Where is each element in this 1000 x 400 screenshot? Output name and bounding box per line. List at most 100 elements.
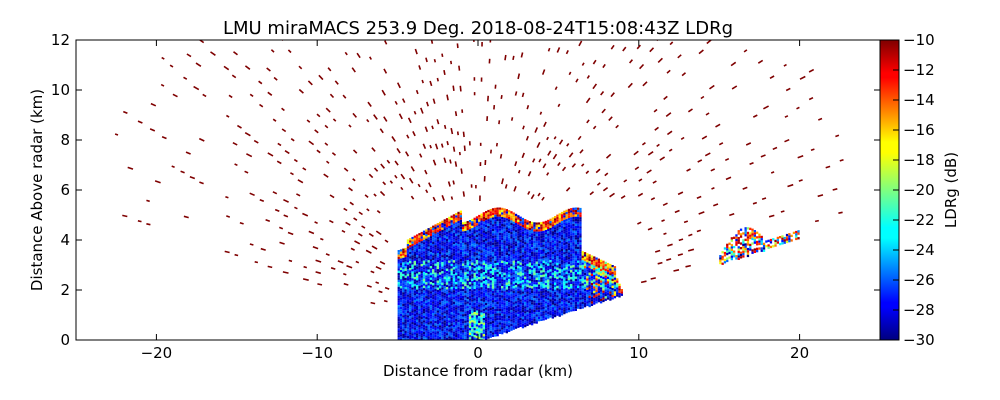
echo-pixel	[524, 272, 527, 275]
echo-pixel	[441, 266, 444, 269]
echo-pixel	[406, 299, 410, 302]
echo-pixel	[432, 315, 435, 318]
clutter-mark	[146, 223, 151, 226]
echo-pixel	[577, 292, 580, 295]
echo-pixel	[554, 314, 557, 318]
echo-pixel	[547, 226, 550, 229]
echo-pixel	[570, 270, 573, 273]
echo-pixel	[533, 266, 536, 269]
echo-pixel	[526, 229, 529, 232]
echo-pixel	[455, 325, 458, 329]
clutter-mark	[557, 162, 561, 167]
echo-pixel	[487, 311, 490, 314]
echo-pixel	[485, 330, 488, 333]
echo-pixel	[478, 316, 481, 319]
echo-pixel	[425, 277, 428, 280]
clutter-mark	[647, 227, 653, 231]
echo-pixel	[443, 249, 446, 252]
echo-pixel	[420, 231, 423, 235]
echo-pixel	[397, 321, 400, 324]
echo-pixel	[597, 267, 600, 271]
echo-pixel	[558, 289, 561, 292]
echo-pixel	[464, 258, 467, 261]
echo-pixel	[505, 296, 508, 299]
echo-pixel	[496, 306, 499, 309]
echo-pixel	[510, 296, 513, 299]
echo-pixel	[519, 253, 522, 256]
echo-pixel	[402, 294, 405, 297]
echo-pixel	[567, 296, 571, 299]
echo-pixel	[508, 267, 511, 270]
echo-pixel	[560, 225, 564, 228]
clutter-mark	[657, 57, 663, 63]
echo-pixel	[432, 326, 435, 330]
echo-pixel	[521, 245, 525, 248]
echo-pixel	[554, 310, 557, 313]
echo-pixel	[491, 307, 495, 310]
echo-pixel	[485, 250, 488, 253]
echo-pixel	[411, 296, 414, 299]
echo-pixel	[450, 268, 453, 271]
echo-pixel	[413, 254, 416, 257]
echo-pixel	[494, 235, 497, 238]
echo-pixel	[441, 289, 444, 292]
echo-pixel	[487, 324, 490, 328]
echo-pixel	[503, 238, 506, 241]
echo-pixel	[399, 325, 403, 328]
echo-pixel	[422, 274, 426, 277]
echo-pixel	[471, 230, 474, 233]
echo-pixel	[735, 238, 738, 242]
echo-pixel	[574, 290, 577, 293]
echo-pixel	[531, 256, 534, 259]
echo-pixel	[427, 324, 430, 327]
echo-pixel	[517, 304, 520, 308]
echo-pixel	[512, 295, 515, 298]
echo-pixel	[482, 232, 485, 236]
echo-pixel	[602, 288, 605, 291]
echo-pixel	[471, 329, 474, 332]
echo-pixel	[574, 214, 577, 217]
echo-pixel	[429, 321, 433, 324]
echo-pixel	[478, 300, 481, 303]
echo-pixel	[482, 290, 485, 293]
echo-pixel	[399, 329, 403, 333]
echo-pixel	[531, 290, 534, 294]
echo-pixel	[399, 258, 403, 261]
echo-pixel	[544, 239, 548, 242]
echo-pixel	[443, 251, 446, 254]
echo-pixel	[554, 220, 557, 223]
echo-pixel	[455, 243, 458, 246]
x-tick-label: 10	[629, 344, 648, 362]
echo-pixel	[448, 230, 451, 233]
echo-pixel	[577, 278, 580, 282]
echo-pixel	[563, 215, 566, 218]
echo-pixel	[427, 315, 430, 318]
echo-pixel	[514, 287, 518, 290]
echo-pixel	[443, 290, 446, 293]
echo-pixel	[551, 281, 554, 285]
clutter-mark	[358, 211, 363, 216]
echo-pixel	[409, 320, 412, 324]
echo-pixel	[574, 255, 577, 259]
echo-pixel	[556, 237, 559, 240]
echo-pixel	[505, 227, 508, 230]
echo-pixel	[443, 299, 446, 303]
echo-pixel	[466, 301, 469, 304]
echo-pixel	[524, 297, 527, 300]
echo-pixel	[600, 273, 603, 276]
echo-pixel	[441, 227, 444, 230]
echo-pixel	[537, 286, 541, 290]
echo-pixel	[427, 320, 430, 323]
echo-pixel	[455, 233, 458, 237]
echo-pixel	[508, 302, 511, 305]
clutter-mark	[366, 119, 370, 123]
echo-pixel	[505, 209, 508, 212]
echo-pixel	[471, 304, 474, 307]
echo-pixel	[733, 252, 736, 256]
echo-pixel	[547, 311, 550, 315]
echo-pixel	[482, 242, 485, 245]
clutter-mark	[808, 68, 815, 73]
echo-pixel	[498, 235, 502, 238]
echo-pixel	[512, 309, 515, 312]
clutter-mark	[249, 93, 254, 98]
